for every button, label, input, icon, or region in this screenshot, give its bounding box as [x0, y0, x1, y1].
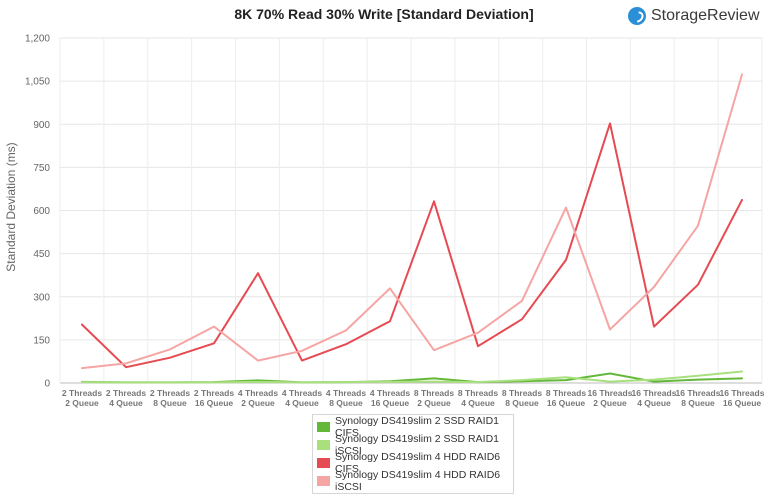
legend-item[interactable]: Synology DS419slim 2 SSD RAID1 iSCSI — [317, 433, 509, 457]
chart-title: 8K 70% Read 30% Write [Standard Deviatio… — [234, 6, 534, 22]
series-lines — [81, 73, 743, 384]
x-tick-label: 16 Threads 4 Queue — [632, 388, 677, 408]
x-tick-label: 2 Threads 16 Queue — [194, 388, 234, 408]
x-tick-label: 16 Threads 2 Queue — [588, 388, 633, 408]
legend-item[interactable]: Synology DS419slim 4 HDD RAID6 CIFS — [317, 451, 509, 475]
storagereview-logo-icon — [628, 7, 646, 25]
y-axis-label: Standard Deviation (ms) — [4, 142, 18, 272]
y-tick-label: 900 — [33, 120, 50, 131]
x-tick-label: 4 Threads 8 Queue — [326, 388, 366, 408]
y-tick-label: 150 — [33, 335, 50, 346]
x-tick-label: 8 Threads 16 Queue — [546, 388, 586, 408]
legend-swatch — [317, 476, 330, 486]
x-tick-label: 16 Threads 8 Queue — [676, 388, 721, 408]
y-tick-label: 450 — [33, 249, 50, 260]
y-tick-label: 750 — [33, 163, 50, 174]
series-line-4 — [81, 73, 743, 370]
brand: StorageReview — [628, 6, 760, 26]
legend-label: Synology DS419slim 4 HDD RAID6 CIFS — [335, 451, 501, 475]
x-tick-label: 4 Threads 16 Queue — [370, 388, 410, 408]
x-tick-label: 8 Threads 8 Queue — [502, 388, 542, 408]
x-tick-label: 8 Threads 2 Queue — [414, 388, 454, 408]
brand-name: StorageReview — [651, 7, 760, 24]
y-tick-label: 300 — [33, 292, 50, 303]
legend-item[interactable]: Synology DS419slim 4 HDD RAID6 iSCSI — [317, 469, 509, 493]
legend-label: Synology DS419slim 4 HDD RAID6 iSCSI — [335, 469, 501, 493]
series-line-3 — [81, 122, 743, 369]
y-tick-label: 0 — [44, 379, 50, 390]
legend-swatch — [317, 422, 330, 432]
grid-lines — [59, 37, 763, 384]
legend-swatch — [317, 440, 330, 450]
x-tick-label: 4 Threads 2 Queue — [238, 388, 278, 408]
legend-swatch — [317, 458, 330, 468]
legend: Synology DS419slim 2 SSD RAID1 CIFS Synol… — [312, 414, 514, 494]
x-tick-label: 2 Threads 4 Queue — [106, 388, 146, 408]
x-tick-label: 2 Threads 8 Queue — [150, 388, 190, 408]
y-tick-label: 600 — [33, 206, 50, 217]
y-tick-label: 1,200 — [25, 34, 50, 45]
x-tick-label: 8 Threads 4 Queue — [458, 388, 498, 408]
x-tick-label: 4 Threads 4 Queue — [282, 388, 322, 408]
legend-label: Synology DS419slim 2 SSD RAID1 CIFS — [335, 415, 499, 439]
x-tick-label: 2 Threads 2 Queue — [62, 388, 102, 408]
x-tick-label: 16 Threads 16 Queue — [720, 388, 765, 408]
series-line-2 — [81, 370, 743, 384]
y-axis-ticks: 0 150 300 450 600 750 900 1,050 1,200 — [25, 34, 50, 390]
y-tick-label: 1,050 — [25, 77, 50, 88]
legend-item[interactable]: Synology DS419slim 2 SSD RAID1 CIFS — [317, 415, 509, 439]
legend-label: Synology DS419slim 2 SSD RAID1 iSCSI — [335, 433, 499, 457]
